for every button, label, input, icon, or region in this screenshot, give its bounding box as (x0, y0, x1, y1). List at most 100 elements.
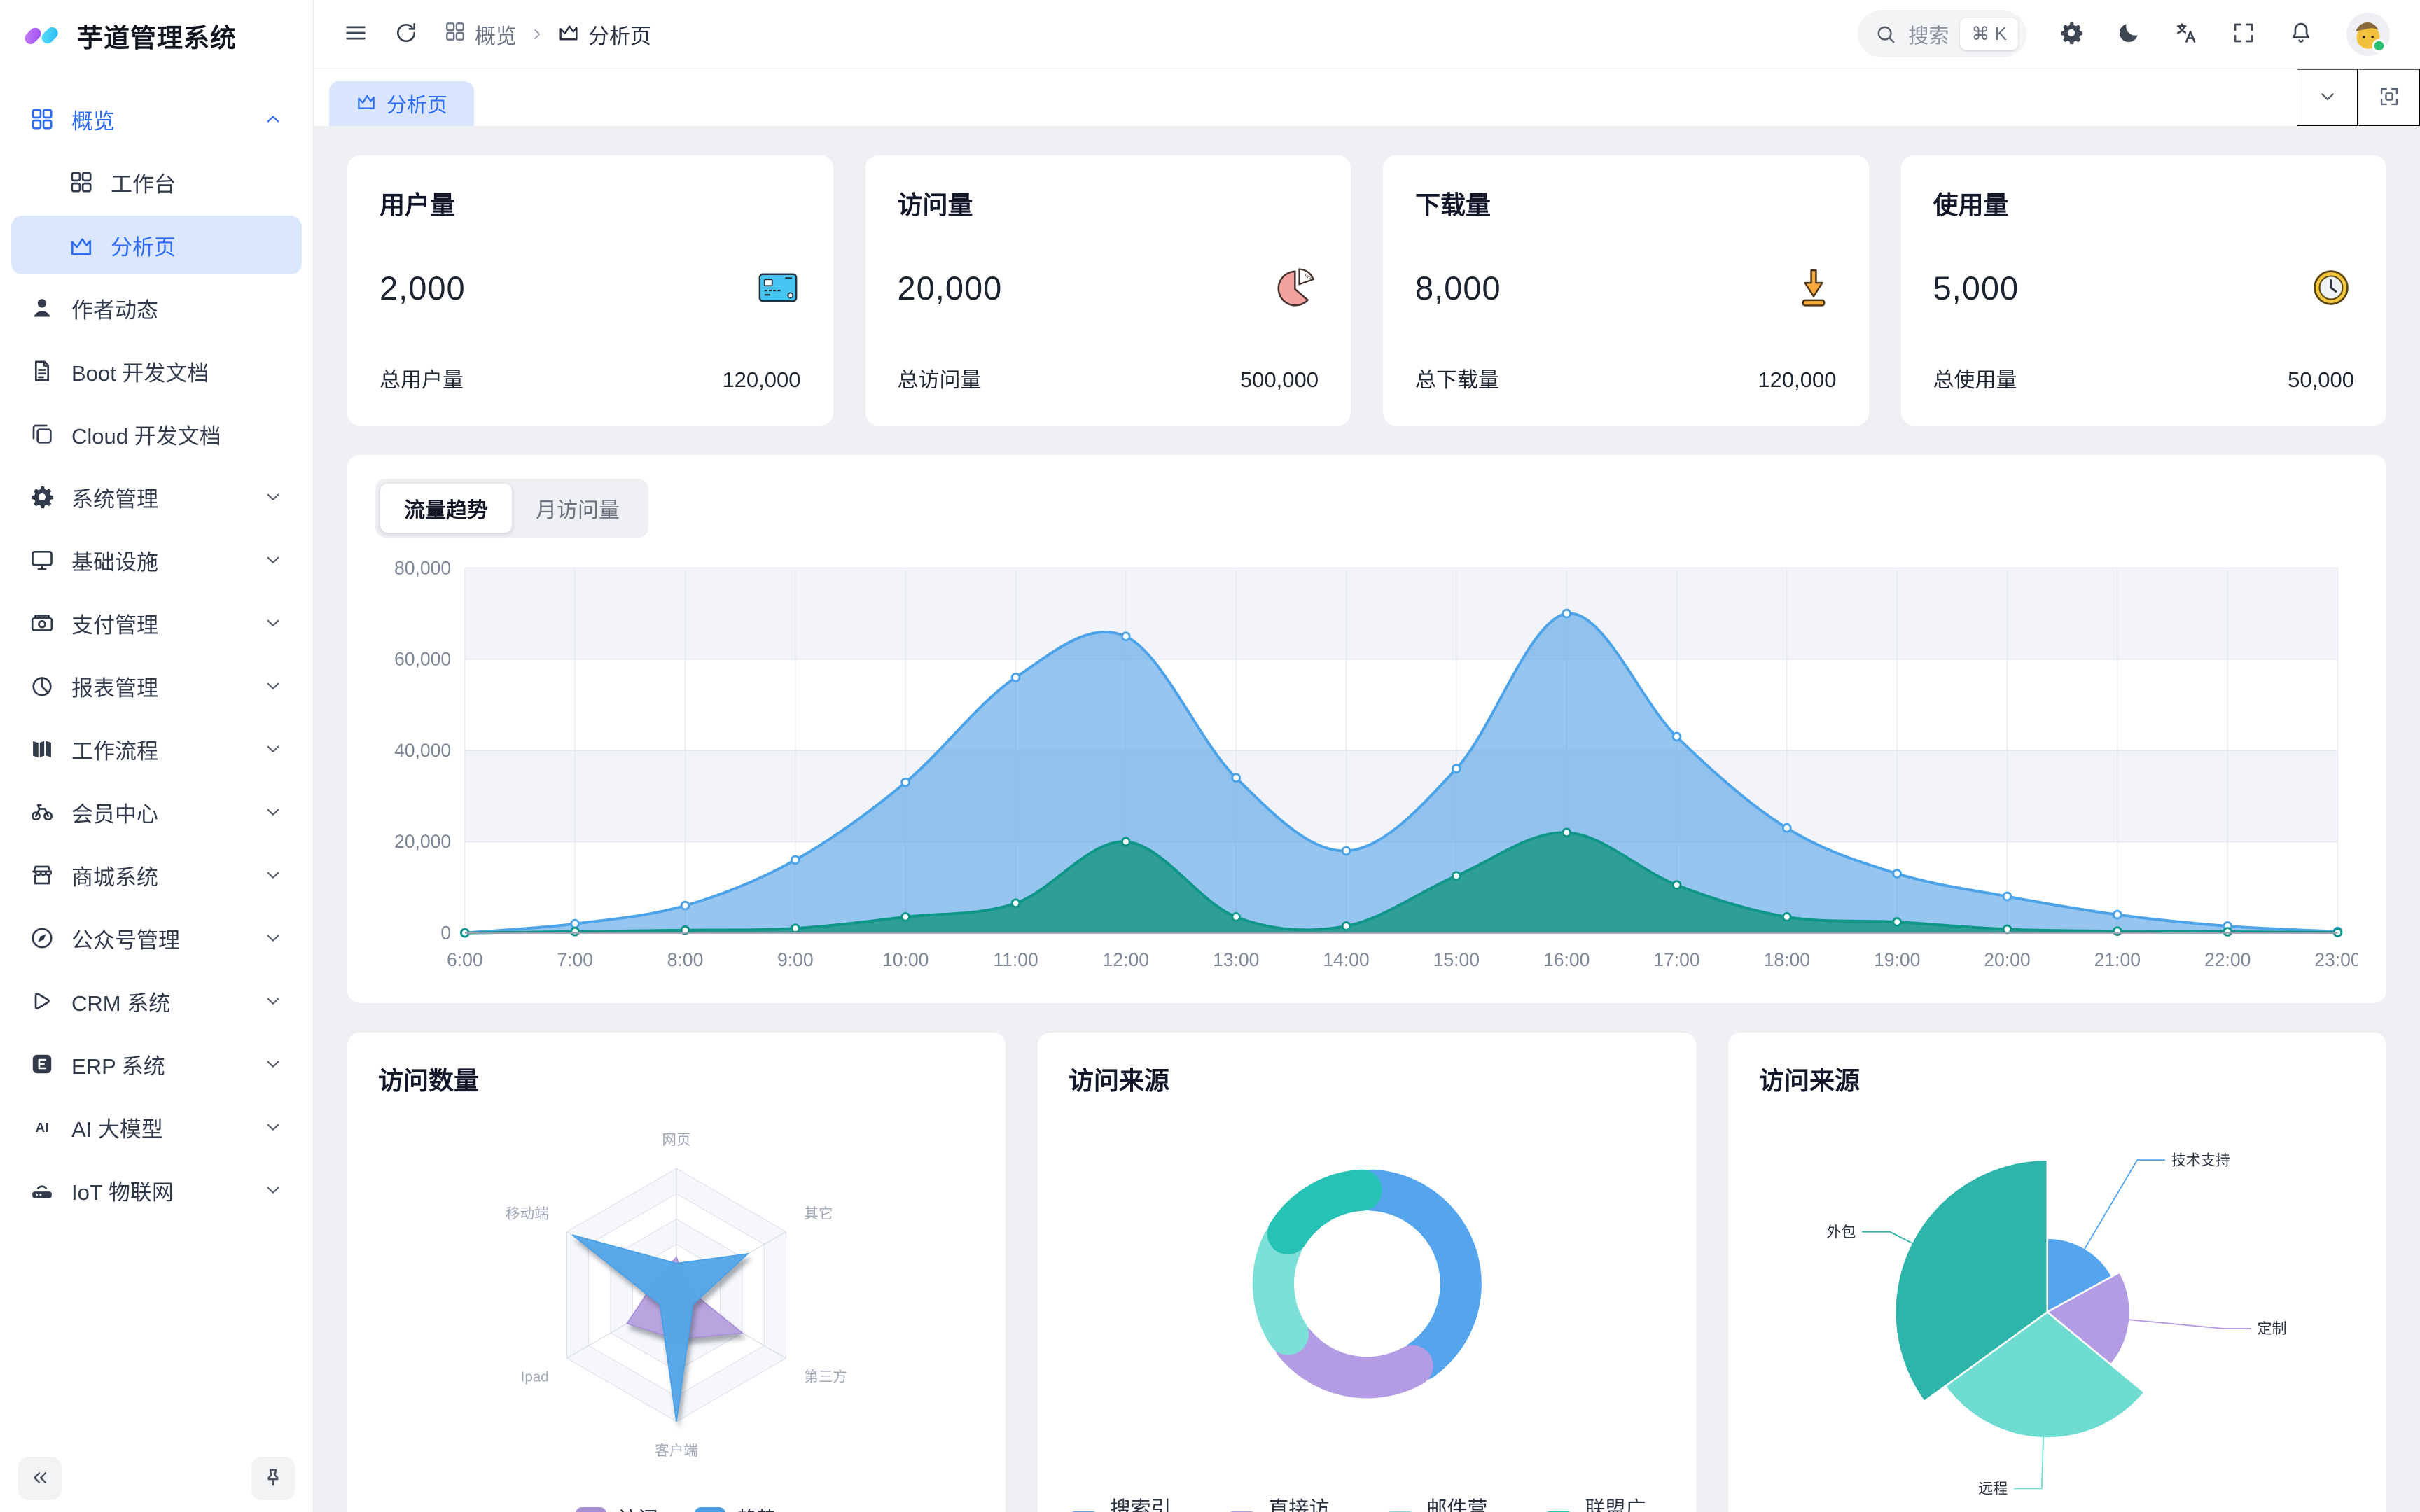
sidebar-item-11[interactable]: 会员中心 (11, 783, 302, 841)
sidebar: 芋道管理系统 概览 工作台 分析页 作者动态 Boot 开发文档 Cloud 开发文档 系统… (0, 0, 314, 1512)
svg-text:60,000: 60,000 (394, 649, 451, 670)
settings-button[interactable] (2059, 20, 2084, 48)
sidebar-item-0[interactable]: 概览 (11, 90, 302, 148)
sidebar-item-13[interactable]: 公众号管理 (11, 909, 302, 967)
pin-icon (262, 1466, 284, 1491)
chevron-down-icon (263, 990, 284, 1011)
chevron-down-icon (263, 1180, 284, 1200)
sidebar-item-8[interactable]: 支付管理 (11, 594, 302, 652)
breadcrumb-item-overview[interactable]: 概览 (444, 19, 517, 50)
stat-value: 2,000 (380, 269, 466, 307)
svg-text:0: 0 (440, 923, 451, 944)
logo[interactable]: 芋道管理系统 (0, 0, 313, 71)
legend-item[interactable]: 访问 (575, 1503, 658, 1512)
svg-text:定制: 定制 (2257, 1322, 2286, 1338)
tab-traffic-trend[interactable]: 流量趋势 (380, 484, 512, 533)
page-content: 用户量 2,000 总用户量 120,000 访问量 20,000 % (314, 126, 2420, 1512)
svg-text:技术支持: 技术支持 (2171, 1153, 2230, 1169)
sidebar-item-2[interactable]: 分析页 (11, 216, 302, 274)
clock-icon (2308, 265, 2354, 311)
chevron-down-icon (263, 1054, 284, 1074)
legend-item[interactable]: 搜索引擎 (1069, 1492, 1190, 1512)
search-placeholder: 搜索 (1908, 24, 1949, 48)
stat-title: 访问量 (897, 190, 973, 219)
svg-text:17:00: 17:00 (1653, 949, 1699, 970)
sidebar-item-7[interactable]: 基础设施 (11, 531, 302, 589)
logo-icon (21, 15, 62, 56)
sidebar-item-3[interactable]: 作者动态 (11, 279, 302, 337)
sidebar-collapse-button[interactable] (18, 1457, 62, 1500)
sidebar-pin-button[interactable] (251, 1457, 295, 1500)
radar-chart: 网页 其它 第三方 客户端 Ipad 移动端 (378, 1104, 975, 1496)
fullscreen-button[interactable] (2231, 20, 2256, 48)
language-button[interactable] (2174, 20, 2199, 48)
chevron-down-icon (263, 864, 284, 886)
hamburger-icon (343, 20, 368, 48)
stat-card-downloads: 下载量 8,000 总下载量 120,000 (1383, 155, 1869, 426)
stat-card-visits: 访问量 20,000 % 总访问量 500,000 (865, 155, 1351, 426)
sidebar-item-4[interactable]: Boot 开发文档 (11, 342, 302, 400)
tab-monthly-visits[interactable]: 月访问量 (536, 499, 620, 522)
pie-chart-icon: % (1272, 265, 1319, 311)
stat-title: 使用量 (1933, 190, 2009, 219)
notifications-button[interactable] (2288, 20, 2314, 48)
legend-item[interactable]: 直接访问 (1227, 1492, 1349, 1512)
donut-legend: 搜索引擎 直接访问 邮件营销 联盟广告 (1069, 1492, 1665, 1512)
avatar[interactable] (2346, 12, 2391, 57)
legend-item[interactable]: 联盟广告 (1543, 1492, 1665, 1512)
svg-text:7:00: 7:00 (557, 949, 593, 970)
sidebar-item-14[interactable]: CRM 系统 (11, 972, 302, 1030)
refresh-button[interactable] (394, 20, 419, 48)
sidebar-item-9[interactable]: 报表管理 (11, 657, 302, 715)
svg-text:网页: 网页 (662, 1132, 690, 1148)
chevrons-left-icon (29, 1466, 51, 1491)
copy-icon (29, 421, 55, 447)
legend-item[interactable]: 邮件营销 (1385, 1492, 1507, 1512)
tab-list-dropdown-button[interactable] (2297, 69, 2358, 126)
sidebar-item-15[interactable]: ERP 系统 (11, 1035, 302, 1093)
dark-mode-button[interactable] (2116, 20, 2141, 48)
sidebar-item-1[interactable]: 工作台 (11, 153, 302, 211)
breadcrumb-item-analysis[interactable]: 分析页 (557, 19, 651, 50)
stat-title: 下载量 (1415, 190, 1491, 219)
menu-toggle-button[interactable] (343, 20, 368, 48)
svg-text:Ipad: Ipad (521, 1369, 549, 1385)
sidebar-item-10[interactable]: 工作流程 (11, 720, 302, 778)
content-maximize-button[interactable] (2358, 69, 2420, 126)
chevron-down-icon (263, 1116, 284, 1138)
stat-card-usage: 使用量 5,000 总使用量 50,000 (1900, 155, 2386, 426)
stat-total-label: 总访问量 (897, 369, 982, 392)
svg-text:8:00: 8:00 (667, 949, 704, 970)
tab-analysis[interactable]: 分析页 (329, 81, 475, 126)
bell-icon (2288, 20, 2314, 48)
chevron-down-icon (263, 486, 284, 507)
traffic-trend-card: 流量趋势 月访问量 0 20,000 40,000 60,000 80,000 6:00 7… (347, 455, 2386, 1004)
svg-text:19:00: 19:00 (1874, 949, 1920, 970)
svg-text:移动端: 移动端 (506, 1206, 549, 1222)
stat-total-label: 总使用量 (1933, 369, 2017, 392)
svg-text:80,000: 80,000 (394, 557, 451, 578)
sidebar-item-12[interactable]: 商城系统 (11, 846, 302, 904)
chevron-right-icon (528, 25, 546, 43)
grid-icon (69, 169, 94, 195)
sidebar-item-16[interactable]: AI AI 大模型 (11, 1098, 302, 1156)
svg-text:12:00: 12:00 (1103, 949, 1149, 970)
breadcrumb: 概览 分析页 (444, 19, 651, 50)
stat-cards: 用户量 2,000 总用户量 120,000 访问量 20,000 % (347, 155, 2386, 426)
sidebar-item-17[interactable]: IoT 物联网 (11, 1161, 302, 1219)
svg-text:6:00: 6:00 (447, 949, 483, 970)
legend-item[interactable]: 趋势 (695, 1503, 777, 1512)
topbar-actions: 搜索 ⌘ K (1858, 10, 2391, 57)
chevron-down-icon (263, 550, 284, 570)
svg-text:20:00: 20:00 (1984, 949, 2030, 970)
stat-title: 用户量 (380, 190, 456, 219)
svg-text:13:00: 13:00 (1213, 949, 1259, 970)
stat-total-label: 总用户量 (380, 369, 464, 392)
sidebar-item-5[interactable]: Cloud 开发文档 (11, 405, 302, 463)
translate-icon (2174, 20, 2199, 48)
sidebar-item-6[interactable]: 系统管理 (11, 468, 302, 526)
stat-card-users: 用户量 2,000 总用户量 120,000 (347, 155, 833, 426)
iot-icon (29, 1177, 55, 1203)
search-input[interactable]: 搜索 ⌘ K (1858, 10, 2026, 57)
